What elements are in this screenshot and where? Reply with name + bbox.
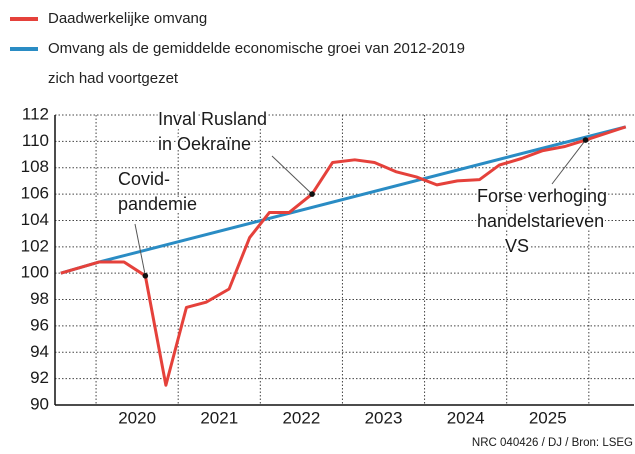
source: NRC 040426 / DJ / Bron: LSEG <box>472 437 633 449</box>
legend-swatch <box>10 47 38 51</box>
annotation-dot <box>582 137 589 143</box>
annotation-text: Covid- <box>118 169 170 189</box>
annotation-text: in Oekraïne <box>158 134 251 154</box>
y-tick-label: 110 <box>22 131 49 150</box>
y-tick-label: 100 <box>21 263 49 282</box>
y-tick-label: 96 <box>30 315 49 334</box>
y-tick-label: 94 <box>30 342 49 361</box>
legend-label: Daadwerkelijke omvang <box>48 10 208 27</box>
y-tick-label: 90 <box>30 394 49 413</box>
x-tick-label: 2022 <box>282 408 320 427</box>
annotation-text: handelstarieven <box>477 211 604 231</box>
legend-swatch <box>10 17 38 21</box>
y-tick-label: 92 <box>30 368 49 387</box>
x-tick-label: 2024 <box>447 408 485 427</box>
annotation-dot <box>142 273 149 279</box>
x-tick-label: 2025 <box>529 408 567 427</box>
x-tick-label: 2023 <box>365 408 403 427</box>
legend-item: Daadwerkelijke omvang <box>10 4 470 34</box>
y-tick-label: 104 <box>21 210 49 229</box>
y-tick-label: 112 <box>22 104 49 123</box>
annotation-text: Inval Rusland <box>158 109 267 129</box>
annotation-text: pandemie <box>118 194 197 214</box>
annotation-text: Forse verhoging <box>477 186 607 206</box>
annotation-text: VS <box>505 236 529 256</box>
annotation-pointer <box>134 223 146 276</box>
y-tick-label: 106 <box>21 184 49 203</box>
legend-label: Omvang als de gemiddelde economische gro… <box>48 40 465 87</box>
annotation-dot <box>309 191 315 197</box>
y-tick-label: 102 <box>21 236 49 255</box>
annotation-pointer <box>271 155 313 195</box>
y-tick-label: 98 <box>30 289 49 308</box>
x-tick-label: 2020 <box>118 408 156 427</box>
series-line <box>60 125 627 387</box>
annotation-pointer <box>551 139 586 185</box>
x-tick-label: 2021 <box>200 408 238 427</box>
legend-item: Omvang als de gemiddelde economische gro… <box>10 34 470 94</box>
y-tick-label: 108 <box>21 157 49 176</box>
legend: Daadwerkelijke omvang Omvang als de gemid… <box>10 4 470 94</box>
